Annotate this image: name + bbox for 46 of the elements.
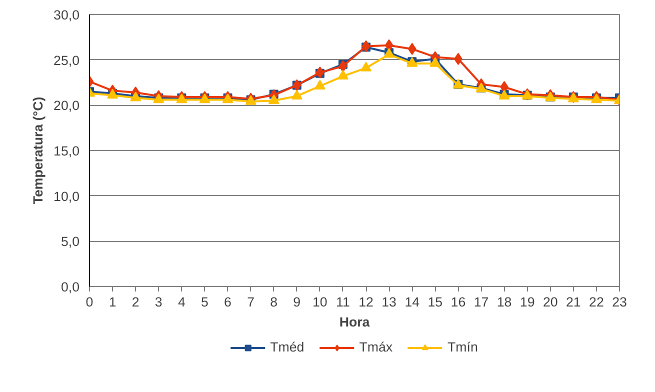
legend-label: Tméd — [270, 340, 304, 354]
y-tick-label: 5,0 — [60, 234, 80, 250]
x-tick-label: 14 — [404, 294, 420, 310]
x-tick-label: 21 — [566, 294, 581, 310]
x-tick-label: 16 — [450, 294, 466, 310]
x-tick-label: 3 — [154, 294, 162, 310]
y-tick-label: 10,0 — [54, 188, 80, 204]
x-tick-label: 1 — [108, 294, 116, 310]
x-tick-label: 8 — [270, 294, 278, 310]
x-tick-label: 4 — [178, 294, 186, 310]
x-tick-label: 17 — [474, 294, 489, 310]
point — [337, 70, 348, 80]
y-tick-label: 0,0 — [60, 280, 80, 294]
y-tick-label: 25,0 — [54, 52, 80, 68]
x-tick-label: 7 — [247, 294, 255, 310]
point — [268, 94, 280, 104]
legend-label: Tmáx — [359, 340, 393, 354]
x-tick-label: 10 — [312, 294, 328, 310]
point — [384, 39, 394, 52]
x-tick-label: 11 — [336, 294, 350, 310]
x-tick-label: 0 — [86, 294, 94, 310]
y-axis-title: Temperatura (°C) — [30, 96, 46, 204]
point — [291, 90, 302, 100]
point — [338, 60, 348, 72]
x-tick-label: 20 — [542, 294, 558, 310]
legend-label: Tmín — [448, 340, 478, 354]
point — [408, 42, 416, 55]
y-tick-label: 20,0 — [54, 98, 80, 114]
x-tick-label: 9 — [293, 294, 301, 310]
x-tick-label: 2 — [132, 294, 140, 310]
x-tick-label: 13 — [382, 294, 396, 310]
y-tick-label: 15,0 — [54, 144, 80, 158]
x-tick-label: 12 — [358, 294, 374, 310]
x-tick-label: 19 — [520, 294, 535, 310]
point — [430, 57, 441, 67]
point — [362, 40, 370, 52]
point — [360, 62, 372, 72]
x-axis-title: Hora — [339, 314, 370, 330]
y-tick-label: 30,0 — [54, 8, 80, 22]
x-tick-label: 23 — [612, 294, 627, 310]
x-tick-label: 5 — [201, 294, 208, 310]
x-tick-label: 22 — [589, 294, 604, 310]
point — [314, 80, 326, 90]
x-tick-label: 15 — [428, 294, 443, 310]
x-tick-label: 6 — [224, 294, 232, 310]
x-tick-label: 18 — [496, 294, 512, 310]
